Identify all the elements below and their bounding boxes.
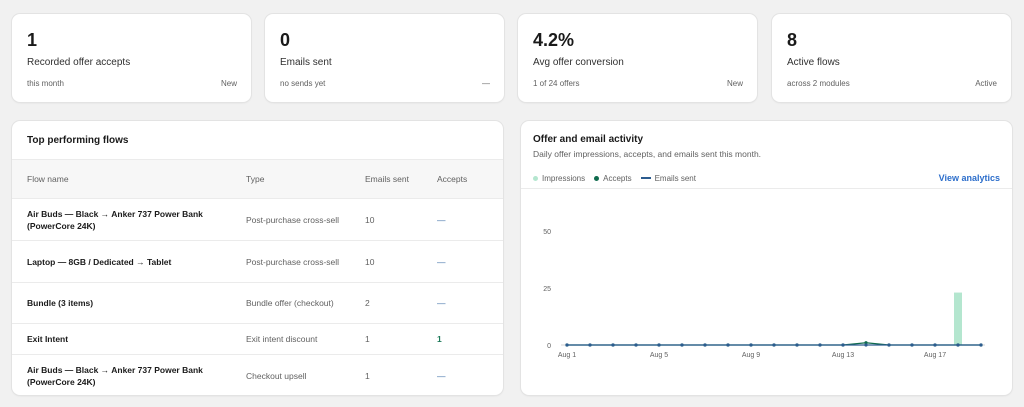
card-subtitle: Daily offer impressions, accepts, and em…	[533, 149, 762, 159]
x-tick-label: Aug 5	[650, 352, 668, 359]
stat-note: no sends yet	[280, 79, 326, 88]
emails-point	[634, 343, 638, 347]
flow-sent: 1	[365, 354, 437, 395]
flow-accepts: —	[437, 282, 503, 324]
flow-type: Post-purchase cross-sell	[246, 240, 365, 283]
flow-accepts: 1	[437, 323, 503, 355]
chart-legend-row: Impressions Accepts Emails sent View ana…	[521, 159, 1012, 189]
emails-point	[910, 343, 914, 347]
flow-sent: 1	[365, 323, 437, 355]
table-row[interactable]: Air Buds — Black → Anker 737 Power Bank …	[12, 198, 503, 241]
impressions-swatch-icon	[533, 175, 538, 181]
activity-card: Offer and email activity Daily offer imp…	[521, 121, 1012, 395]
emails-point	[956, 343, 960, 347]
stat-note: across 2 modules	[787, 79, 850, 88]
col-type: Type	[246, 159, 365, 199]
view-analytics-link[interactable]: View analytics	[938, 173, 1000, 183]
col-emails-sent: Emails sent	[365, 159, 437, 199]
emails-point	[749, 343, 753, 347]
stat-value: 4.2%	[533, 30, 575, 50]
flow-name: Air Buds — Black → Anker 737 Power Bank …	[12, 354, 246, 395]
flow-type: Exit intent discount	[246, 323, 365, 355]
stat-label: Recorded offer accepts	[27, 57, 131, 68]
chart-legend: Impressions Accepts Emails sent	[533, 174, 705, 183]
flows-table: Flow name Type Emails sent Accepts Air B…	[12, 159, 503, 395]
emails-point	[818, 343, 822, 347]
flow-type: Checkout upsell	[246, 354, 365, 395]
emails-point	[795, 343, 799, 347]
stat-badge: —	[482, 79, 490, 88]
table-header-row: Flow name Type Emails sent Accepts	[12, 159, 503, 199]
top-flows-card: Top performing flows Flow name Type Emai…	[12, 121, 503, 395]
emails-point	[703, 343, 707, 347]
flow-name: Laptop — 8GB / Dedicated → Tablet	[12, 240, 246, 283]
legend-impressions[interactable]: Impressions	[533, 174, 585, 183]
emails-point	[611, 343, 615, 347]
y-tick-label: 25	[543, 286, 551, 293]
x-tick-label: Aug 17	[924, 352, 946, 359]
flow-type: Bundle offer (checkout)	[246, 282, 365, 324]
col-flow-name: Flow name	[12, 159, 246, 199]
table-row[interactable]: Air Buds — Black → Anker 737 Power Bank …	[12, 354, 503, 395]
stat-label: Active flows	[787, 57, 840, 68]
emails-point	[979, 343, 983, 347]
stat-value: 1	[27, 30, 38, 50]
emails-point	[565, 343, 569, 347]
x-tick-label: Aug 1	[558, 352, 576, 359]
stat-label: Emails sent	[280, 57, 332, 68]
emails-swatch-icon	[640, 177, 651, 179]
flow-accepts: —	[437, 354, 503, 395]
table-row[interactable]: Bundle (3 items) Bundle offer (checkout)…	[12, 282, 503, 324]
legend-emails[interactable]: Emails sent	[640, 173, 696, 183]
emails-point	[588, 343, 592, 347]
stat-badge: Active	[975, 79, 997, 88]
flow-sent: 10	[365, 240, 437, 283]
emails-point	[680, 343, 684, 347]
impressions-bar	[954, 292, 962, 345]
x-tick-label: Aug 9	[742, 352, 760, 359]
activity-chart: 0 25 50 Aug 1 Aug 5 Aug 9 Aug 13 Aug 17	[543, 229, 985, 359]
emails-point	[726, 343, 730, 347]
emails-point	[841, 343, 845, 347]
card-title: Offer and email activity	[533, 134, 644, 145]
stat-card-conversion: 4.2% Avg offer conversion 1 of 24 offers…	[518, 14, 757, 102]
emails-point	[887, 343, 891, 347]
stat-card-flows: 8 Active flows across 2 modules Active	[772, 14, 1011, 102]
stat-card-emails: 0 Emails sent no sends yet —	[265, 14, 504, 102]
flow-accepts: —	[437, 240, 503, 283]
card-title: Top performing flows	[27, 135, 129, 146]
emails-point	[864, 343, 868, 347]
col-accepts: Accepts	[437, 159, 503, 199]
stat-note: 1 of 24 offers	[533, 79, 580, 88]
stat-badge: New	[726, 79, 743, 88]
table-row[interactable]: Exit Intent Exit intent discount 1 1	[12, 323, 503, 355]
x-tick-label: Aug 13	[832, 352, 854, 359]
legend-label: Emails sent	[654, 173, 696, 183]
legend-label: Impressions	[542, 173, 586, 183]
flow-sent: 2	[365, 282, 437, 324]
flow-name: Exit Intent	[12, 323, 246, 355]
emails-point	[772, 343, 776, 347]
flow-sent: 10	[365, 198, 437, 241]
table-row[interactable]: Laptop — 8GB / Dedicated → Tablet Post-p…	[12, 240, 503, 283]
flow-name: Bundle (3 items)	[12, 282, 246, 324]
stat-label: Avg offer conversion	[533, 57, 624, 68]
stat-value: 0	[280, 30, 291, 50]
stat-value: 8	[787, 30, 798, 50]
flow-name: Air Buds — Black → Anker 737 Power Bank …	[12, 198, 246, 241]
emails-point	[933, 343, 937, 347]
stat-note: this month	[27, 79, 64, 88]
emails-point	[657, 343, 661, 347]
flow-type: Post-purchase cross-sell	[246, 198, 365, 241]
stat-badge: New	[220, 79, 237, 88]
y-tick-label: 50	[543, 229, 551, 236]
stat-card-accepts: 1 Recorded offer accepts this month New	[12, 14, 251, 102]
legend-accepts[interactable]: Accepts	[594, 173, 632, 183]
flow-accepts: —	[437, 198, 503, 241]
accepts-swatch-icon	[594, 175, 600, 181]
y-tick-label: 0	[547, 343, 551, 350]
accepts-point	[864, 341, 868, 345]
legend-label: Accepts	[603, 173, 632, 183]
